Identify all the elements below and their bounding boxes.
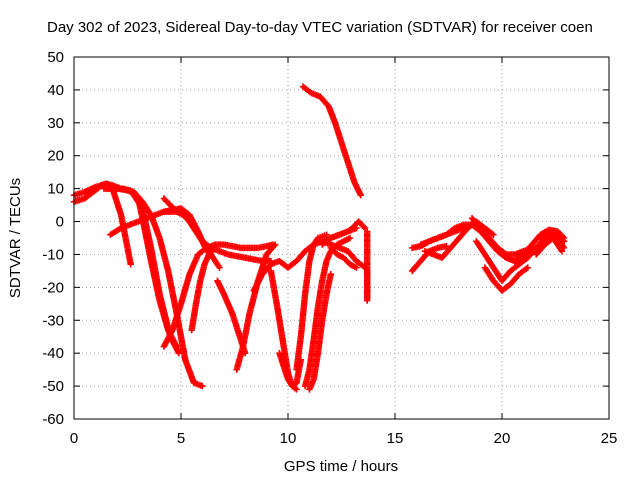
data-point bbox=[199, 382, 206, 390]
y-tick-label: 50 bbox=[47, 49, 64, 66]
data-point bbox=[360, 223, 367, 231]
data-points bbox=[70, 83, 568, 393]
data-point bbox=[210, 245, 218, 253]
x-axis-title: GPS time / hours bbox=[284, 458, 398, 475]
x-tick-label: 15 bbox=[387, 430, 404, 447]
data-point bbox=[353, 264, 360, 271]
data-point bbox=[97, 183, 104, 190]
chart-title: Day 302 of 2023, Sidereal Day-to-day VTE… bbox=[47, 19, 593, 36]
y-tick-label: -30 bbox=[42, 312, 64, 329]
x-tick-label: 5 bbox=[177, 430, 185, 447]
axis-ticks: -60 -50 -40 -30 -20 -10 0 10 20 30 40 50 0 5 10 15 20 25 bbox=[42, 49, 617, 447]
data-point bbox=[271, 241, 279, 248]
y-tick-label: 40 bbox=[47, 82, 64, 99]
data-point bbox=[490, 231, 497, 238]
data-point bbox=[127, 261, 134, 268]
y-tick-label: -10 bbox=[42, 246, 64, 263]
y-axis-title: SDTVAR / TECUs bbox=[7, 178, 24, 298]
y-tick-label: -60 bbox=[42, 411, 64, 428]
y-tick-label: 30 bbox=[47, 115, 64, 132]
x-tick-label: 10 bbox=[280, 430, 297, 447]
data-point bbox=[443, 243, 450, 250]
data-point bbox=[323, 231, 330, 238]
y-tick-label: -20 bbox=[42, 279, 64, 296]
data-point bbox=[327, 271, 334, 278]
y-tick-label: -40 bbox=[42, 345, 64, 362]
data-point bbox=[357, 192, 364, 199]
x-tick-label: 0 bbox=[70, 430, 78, 447]
x-tick-label: 25 bbox=[601, 430, 618, 447]
data-point bbox=[293, 386, 300, 393]
plot-frame bbox=[73, 56, 610, 420]
data-point bbox=[560, 244, 568, 252]
data-point bbox=[346, 234, 354, 242]
grid bbox=[74, 57, 609, 419]
data-point bbox=[524, 264, 531, 271]
data-point bbox=[212, 244, 219, 252]
x-tick-label: 20 bbox=[494, 430, 511, 447]
data-point bbox=[558, 247, 566, 255]
y-tick-label: -50 bbox=[42, 378, 64, 395]
data-point bbox=[216, 264, 223, 271]
data-point bbox=[361, 224, 369, 232]
data-point bbox=[363, 267, 371, 275]
y-tick-label: 20 bbox=[47, 148, 64, 165]
data-point bbox=[270, 242, 278, 250]
y-tick-label: 0 bbox=[56, 214, 64, 231]
data-point bbox=[173, 343, 180, 350]
y-tick-label: 10 bbox=[47, 181, 64, 198]
